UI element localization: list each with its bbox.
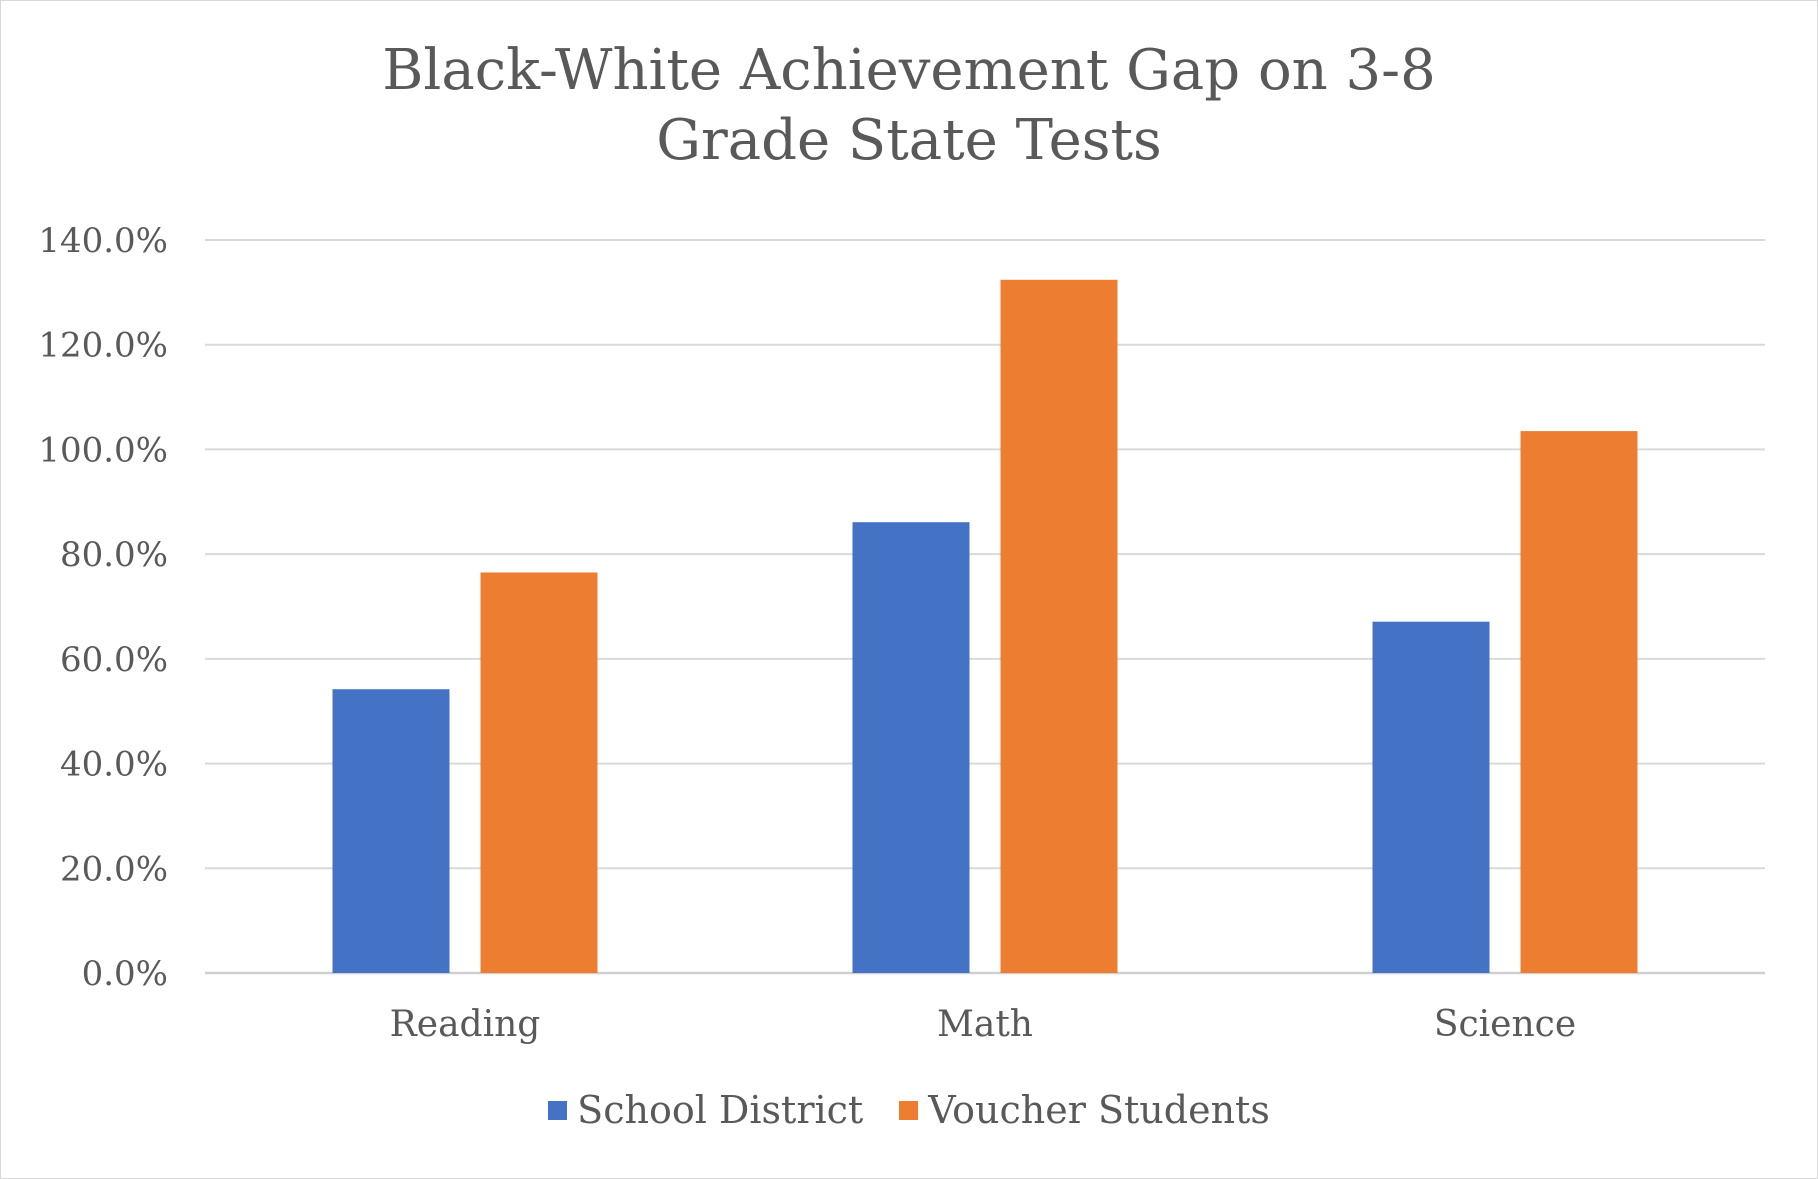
legend-label-school-district: School District	[577, 1088, 864, 1132]
gridlines	[205, 239, 1765, 975]
bar-voucher-students-math	[1000, 279, 1118, 973]
bar-voucher-students-reading	[480, 572, 598, 973]
x-category-label-reading: Reading	[390, 1004, 541, 1045]
y-tick-label: 80.0%	[60, 535, 168, 575]
legend-swatch-school-district	[548, 1100, 568, 1120]
bar-school-district-reading	[332, 689, 450, 973]
y-tick-label: 120.0%	[38, 326, 168, 366]
chart-title: Black-White Achievement Gap on 3-8 Grade…	[382, 38, 1436, 173]
y-axis-tick-labels: 0.0% 20.0% 40.0% 60.0% 80.0% 100.0% 120.0% 140.…	[38, 221, 168, 994]
bar-school-district-math	[852, 522, 970, 973]
x-category-label-math: Math	[937, 1004, 1033, 1045]
y-tick-label: 20.0%	[60, 849, 168, 889]
x-axis-category-labels: Reading Math Science	[390, 1004, 1576, 1045]
x-category-label-science: Science	[1434, 1004, 1576, 1045]
y-tick-label: 40.0%	[60, 745, 168, 785]
bar-voucher-students-science	[1520, 431, 1638, 973]
legend-item-school-district: School District	[548, 1088, 863, 1132]
y-tick-label: 60.0%	[60, 640, 168, 680]
bar-school-district-science	[1372, 621, 1490, 973]
y-tick-label: 0.0%	[82, 954, 168, 994]
legend-swatch-voucher-students	[899, 1100, 919, 1120]
y-tick-label: 100.0%	[38, 430, 168, 470]
bars	[332, 279, 1638, 973]
legend-item-voucher-students: Voucher Students	[899, 1088, 1270, 1132]
y-tick-label: 140.0%	[38, 221, 168, 261]
legend: School District Voucher Students	[0, 1088, 1818, 1132]
legend-label-voucher-students: Voucher Students	[928, 1088, 1270, 1132]
